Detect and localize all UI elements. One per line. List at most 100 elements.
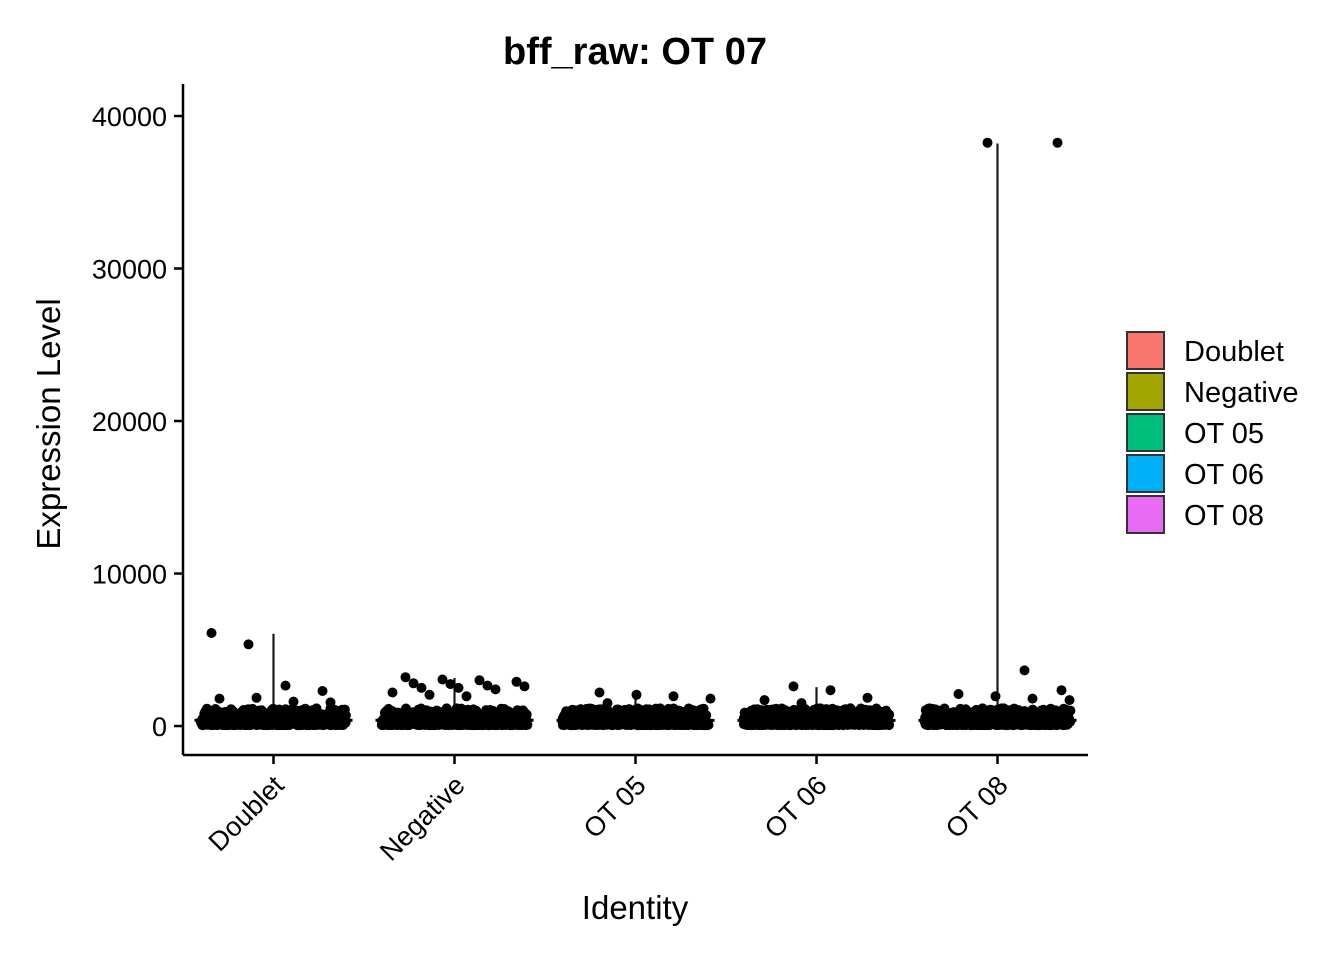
data-point (1051, 720, 1062, 731)
outlier-point (400, 672, 411, 683)
data-point (1027, 704, 1038, 715)
outlier-point (862, 692, 873, 703)
data-point (497, 707, 508, 718)
violin-group-negative (375, 672, 534, 731)
data-point (667, 705, 678, 716)
outlier-point (251, 692, 262, 703)
outlier-point (288, 696, 299, 707)
data-point (1031, 720, 1042, 731)
outlier-point (482, 680, 493, 691)
data-point (772, 719, 783, 730)
data-point (756, 720, 767, 730)
data-point (683, 703, 694, 714)
outlier-point (705, 693, 716, 704)
legend-label: Negative (1184, 377, 1298, 409)
data-point (768, 704, 778, 715)
outlier-point (594, 687, 605, 698)
data-point (784, 713, 795, 724)
outlier-point (788, 681, 799, 692)
outlier-point (325, 697, 336, 708)
legend-label: OT 08 (1184, 500, 1264, 532)
legend-swatch (1126, 331, 1165, 370)
legend-swatch (1126, 372, 1165, 411)
outlier-point (317, 686, 328, 696)
outlier-point (474, 675, 485, 686)
data-point (1063, 713, 1074, 724)
legend-swatch (1126, 495, 1165, 534)
legend-label: Doublet (1184, 336, 1284, 368)
data-point (384, 716, 395, 727)
outlier-point (214, 693, 225, 704)
data-point (664, 719, 675, 730)
data-point (700, 719, 711, 730)
outlier-point (953, 689, 964, 699)
legend: Doublet Negative OT 05 OT 06 OT 08 (1126, 331, 1298, 534)
data-point (788, 704, 799, 715)
data-point (561, 708, 572, 719)
data-point (1039, 713, 1050, 723)
data-point (845, 703, 856, 714)
data-point (937, 713, 948, 724)
data-point (261, 714, 272, 724)
outlier-point (1027, 693, 1038, 704)
y-tick-label: 10000 (92, 560, 167, 590)
x-tick-label: OT 05 (578, 770, 652, 844)
data-point (581, 719, 592, 730)
data-point (212, 715, 223, 726)
x-tick-label: OT 08 (940, 770, 1014, 844)
data-point (993, 717, 1004, 728)
outlier-point (825, 685, 836, 696)
data-point (393, 713, 403, 724)
data-point (243, 716, 254, 727)
data-point (293, 719, 303, 730)
y-tick-label: 20000 (92, 407, 167, 437)
outlier-point (437, 674, 448, 685)
data-point (299, 705, 310, 716)
outlier-point (453, 682, 464, 693)
outlier-point (280, 680, 291, 691)
outlier-point (490, 684, 501, 695)
data-point (584, 705, 595, 716)
data-point (837, 718, 848, 729)
data-point (1008, 706, 1019, 717)
x-tick-label: Doublet (203, 770, 290, 857)
data-point (920, 705, 931, 716)
data-point (402, 720, 413, 730)
data-point (415, 717, 426, 728)
data-point (483, 720, 494, 730)
outlier-point (424, 689, 435, 700)
data-point (327, 714, 338, 725)
data-point (818, 719, 829, 730)
legend-label: OT 06 (1184, 459, 1264, 491)
outlier-point (759, 695, 770, 706)
violin-group-doublet (194, 628, 353, 731)
data-point (570, 719, 581, 730)
data-point (967, 719, 978, 730)
violin-group-ot-05 (556, 687, 716, 731)
data-point (485, 708, 496, 719)
outlier-point (519, 681, 530, 692)
x-tick-label: OT 06 (759, 770, 833, 844)
data-point (876, 720, 887, 730)
outlier-point (408, 678, 419, 689)
outlier-point (206, 628, 217, 638)
data-point (689, 711, 700, 722)
outlier-point (416, 682, 427, 693)
data-point (502, 714, 513, 725)
y-tick-label: 30000 (92, 255, 167, 285)
outlier-point (990, 691, 1001, 702)
data-point (1039, 720, 1050, 731)
outlier-point (602, 698, 613, 709)
x-axis-title: Identity (582, 889, 689, 926)
data-point (427, 718, 438, 729)
data-point (516, 720, 527, 731)
data-point (600, 718, 611, 729)
data-point (640, 719, 651, 730)
legend-swatch (1126, 413, 1165, 452)
legend-label: OT 05 (1184, 418, 1264, 450)
data-point (996, 707, 1007, 718)
outlier-point (1064, 695, 1075, 706)
data-point (812, 703, 823, 714)
data-point (929, 704, 940, 715)
